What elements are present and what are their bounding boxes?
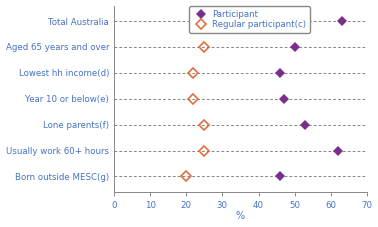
X-axis label: %: % <box>236 211 245 222</box>
Legend: Participant, Regular participant(c): Participant, Regular participant(c) <box>189 6 310 33</box>
